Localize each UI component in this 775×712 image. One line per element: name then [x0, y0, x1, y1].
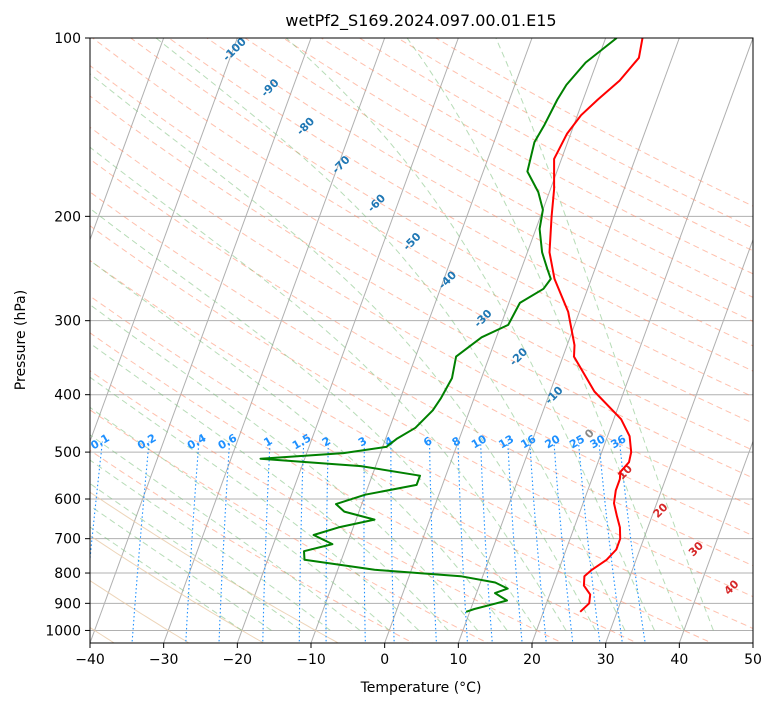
y-tick-label: 400	[54, 388, 81, 404]
chart-title: wetPf2_S169.2024.097.00.01.E15	[285, 11, 556, 31]
y-tick-label: 300	[54, 314, 81, 330]
y-tick-label: 700	[54, 532, 81, 548]
x-tick-label: −30	[149, 652, 179, 668]
x-tick-label: −10	[296, 652, 326, 668]
x-tick-label: 20	[523, 652, 541, 668]
x-axis-label: Temperature (°C)	[360, 680, 482, 696]
x-tick-label: −40	[75, 652, 105, 668]
y-tick-label: 1000	[45, 623, 81, 639]
y-tick-label: 900	[54, 596, 81, 612]
x-tick-label: 10	[449, 652, 467, 668]
x-tick-label: 50	[744, 652, 762, 668]
x-tick-label: 0	[380, 652, 389, 668]
x-tick-label: 40	[670, 652, 688, 668]
y-tick-label: 600	[54, 492, 81, 508]
x-tick-label: 30	[597, 652, 615, 668]
x-tick-label: −20	[223, 652, 253, 668]
y-tick-label: 800	[54, 566, 81, 582]
y-axis-label: Pressure (hPa)	[13, 290, 29, 390]
y-tick-label: 200	[54, 209, 81, 225]
y-tick-label: 100	[54, 31, 81, 47]
y-tick-label: 500	[54, 445, 81, 461]
